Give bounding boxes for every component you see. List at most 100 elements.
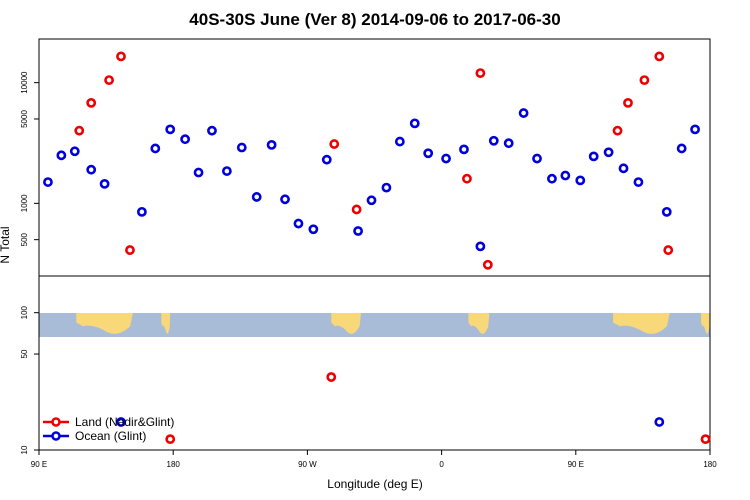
data-point bbox=[207, 125, 217, 136]
data-point bbox=[150, 143, 161, 154]
data-point bbox=[366, 195, 377, 206]
data-point bbox=[663, 245, 674, 255]
data-point bbox=[462, 173, 472, 184]
data-point bbox=[221, 166, 232, 176]
data-point bbox=[618, 163, 629, 174]
data-point bbox=[588, 151, 599, 162]
y-tick-label: 5000 bbox=[20, 110, 29, 128]
series-ocean bbox=[43, 108, 700, 427]
y-axis-lower: 10 50 100 bbox=[20, 305, 39, 454]
data-point bbox=[99, 178, 110, 189]
data-point bbox=[560, 170, 571, 181]
data-point bbox=[633, 177, 644, 187]
data-point bbox=[518, 108, 529, 118]
map-ocean bbox=[39, 313, 710, 337]
legend-entry-ocean: Ocean (Glint) bbox=[43, 429, 146, 443]
data-point bbox=[394, 136, 405, 147]
data-point bbox=[639, 75, 650, 85]
data-point bbox=[612, 125, 623, 136]
series-land bbox=[74, 51, 711, 445]
data-point bbox=[575, 175, 586, 186]
data-point bbox=[351, 204, 362, 215]
data-point bbox=[488, 135, 499, 146]
data-point bbox=[236, 142, 247, 153]
y-tick-label: 50 bbox=[20, 349, 29, 358]
data-point bbox=[353, 226, 363, 236]
data-point bbox=[475, 68, 486, 78]
chart-title: 40S-30S June (Ver 8) 2014-09-06 to 2017-… bbox=[189, 10, 560, 29]
land-patch-australia-b bbox=[613, 313, 670, 334]
data-point bbox=[676, 143, 687, 154]
data-point bbox=[441, 153, 451, 164]
data-point bbox=[690, 124, 700, 135]
data-point bbox=[280, 194, 290, 205]
data-point bbox=[136, 206, 147, 217]
legend-entry-land: Land (Nadir&Glint) bbox=[43, 415, 174, 429]
legend-label-land: Land (Nadir&Glint) bbox=[75, 415, 174, 429]
legend-marker-ocean bbox=[51, 431, 61, 441]
data-point bbox=[308, 224, 319, 235]
land-patch-new-zealand-a bbox=[161, 313, 171, 334]
data-point bbox=[603, 147, 614, 158]
data-point bbox=[700, 434, 711, 445]
data-point bbox=[193, 167, 204, 178]
data-point bbox=[125, 245, 135, 255]
data-point bbox=[56, 150, 67, 161]
data-point bbox=[293, 218, 304, 229]
legend-label-ocean: Ocean (Glint) bbox=[75, 429, 146, 443]
data-point bbox=[86, 97, 97, 108]
x-tick-label: 180 bbox=[703, 460, 717, 469]
data-point bbox=[547, 173, 557, 184]
data-point bbox=[43, 177, 53, 187]
x-tick-label: 90 E bbox=[31, 460, 47, 469]
data-point bbox=[475, 241, 486, 252]
x-axis: 90 E 180 90 W 0 90 E 180 bbox=[31, 450, 717, 469]
data-point bbox=[74, 125, 85, 136]
x-tick-label: 0 bbox=[439, 460, 444, 469]
data-point bbox=[423, 148, 434, 159]
y-tick-label: 100 bbox=[20, 305, 29, 319]
data-point bbox=[654, 51, 665, 62]
y-tick-label: 500 bbox=[20, 232, 29, 246]
data-point bbox=[86, 164, 97, 175]
data-point bbox=[482, 259, 493, 270]
data-point bbox=[180, 134, 191, 145]
data-point bbox=[251, 192, 262, 202]
data-point bbox=[409, 118, 420, 129]
data-point bbox=[661, 206, 672, 217]
legend-marker-land bbox=[51, 417, 61, 427]
data-point bbox=[104, 75, 114, 85]
x-axis-label: Longitude (deg E) bbox=[327, 477, 422, 491]
data-point bbox=[69, 146, 80, 157]
land-patch-south-africa bbox=[468, 313, 490, 334]
data-point bbox=[116, 51, 126, 62]
y-tick-label: 10000 bbox=[20, 71, 29, 94]
land-patch-south-america bbox=[331, 313, 362, 334]
data-point bbox=[266, 139, 277, 150]
data-point bbox=[326, 372, 337, 382]
map-land bbox=[76, 313, 710, 334]
data-point bbox=[381, 182, 392, 193]
y-tick-label: 10 bbox=[20, 445, 29, 454]
land-patch-australia-a bbox=[76, 313, 133, 334]
data-points bbox=[43, 51, 711, 445]
data-point bbox=[329, 139, 340, 149]
data-point bbox=[165, 434, 176, 445]
data-point bbox=[321, 154, 332, 165]
land-patch-new-zealand-b bbox=[701, 313, 710, 334]
y-axis-upper: 500 1000 5000 10000 bbox=[20, 71, 39, 246]
data-point bbox=[532, 153, 542, 164]
data-point bbox=[623, 97, 633, 108]
data-point bbox=[654, 417, 665, 427]
y-tick-label: 1000 bbox=[20, 194, 29, 212]
legend: Land (Nadir&Glint) Ocean (Glint) bbox=[43, 415, 174, 443]
plot-frame bbox=[38, 38, 711, 451]
x-tick-label: 90 W bbox=[298, 460, 317, 469]
y-axis-label: N Total bbox=[0, 226, 12, 263]
data-point bbox=[165, 124, 176, 135]
x-tick-label: 90 E bbox=[568, 460, 584, 469]
data-point bbox=[459, 144, 469, 155]
data-point bbox=[503, 138, 514, 149]
